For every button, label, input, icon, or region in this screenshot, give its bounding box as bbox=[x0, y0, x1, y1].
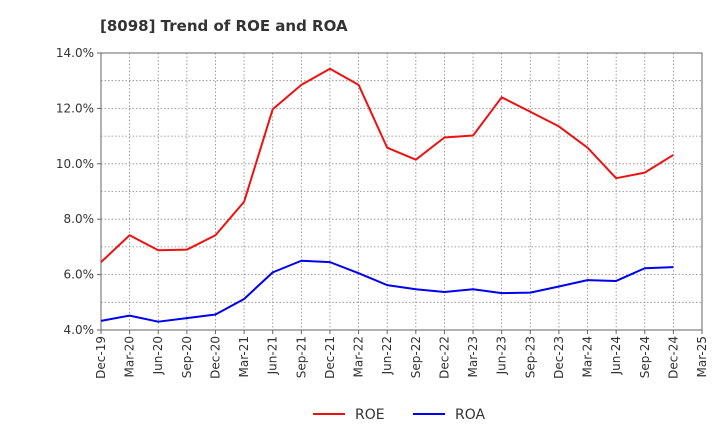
x-tick-label: Mar-24 bbox=[581, 336, 595, 377]
x-tick-label: Mar-23 bbox=[466, 336, 480, 377]
x-tick-label: Mar-25 bbox=[695, 336, 709, 377]
y-tick-label: 14.0% bbox=[56, 46, 94, 60]
legend: ROE ROA bbox=[313, 407, 486, 423]
x-tick-label: Dec-21 bbox=[323, 336, 337, 379]
x-tick-label: Jun-24 bbox=[609, 336, 623, 375]
x-tick-label: Mar-22 bbox=[352, 336, 366, 377]
y-tick-label: 4.0% bbox=[64, 323, 95, 337]
x-tick-label: Sep-22 bbox=[409, 336, 423, 378]
plot-area: 4.0% 6.0% 8.0% 10.0% 12.0% 14.0% Dec-19 Mar-20 J… bbox=[56, 46, 709, 379]
x-tick-label: Dec-24 bbox=[666, 336, 680, 379]
x-tick-label: Jun-22 bbox=[380, 336, 394, 375]
x-tick-label: Mar-20 bbox=[123, 336, 137, 377]
x-tick-label: Dec-22 bbox=[437, 336, 451, 379]
y-tick-label: 10.0% bbox=[56, 157, 94, 171]
y-tick-label: 8.0% bbox=[64, 212, 95, 226]
y-tick-label: 12.0% bbox=[56, 101, 94, 115]
x-tick-label: Mar-21 bbox=[237, 336, 251, 377]
plot-frame bbox=[100, 52, 703, 331]
legend-label-roe: ROE bbox=[355, 407, 385, 423]
x-tick-label: Dec-23 bbox=[552, 336, 566, 379]
x-tick-label: Sep-21 bbox=[294, 336, 308, 378]
y-tick-label: 6.0% bbox=[64, 268, 95, 282]
chart-title: [8098] Trend of ROE and ROA bbox=[100, 17, 348, 35]
plot-background bbox=[101, 53, 702, 330]
x-tick-label: Dec-19 bbox=[94, 336, 108, 379]
x-tick-label: Jun-23 bbox=[495, 336, 509, 375]
x-tick-label: Dec-20 bbox=[208, 336, 222, 379]
x-tick-label: Sep-23 bbox=[523, 336, 537, 378]
x-tick-label: Sep-24 bbox=[638, 336, 652, 378]
x-tick-label: Jun-20 bbox=[151, 336, 165, 375]
x-tick-label: Sep-20 bbox=[180, 336, 194, 378]
legend-label-roa: ROA bbox=[455, 407, 486, 423]
x-tick-label: Jun-21 bbox=[266, 336, 280, 375]
